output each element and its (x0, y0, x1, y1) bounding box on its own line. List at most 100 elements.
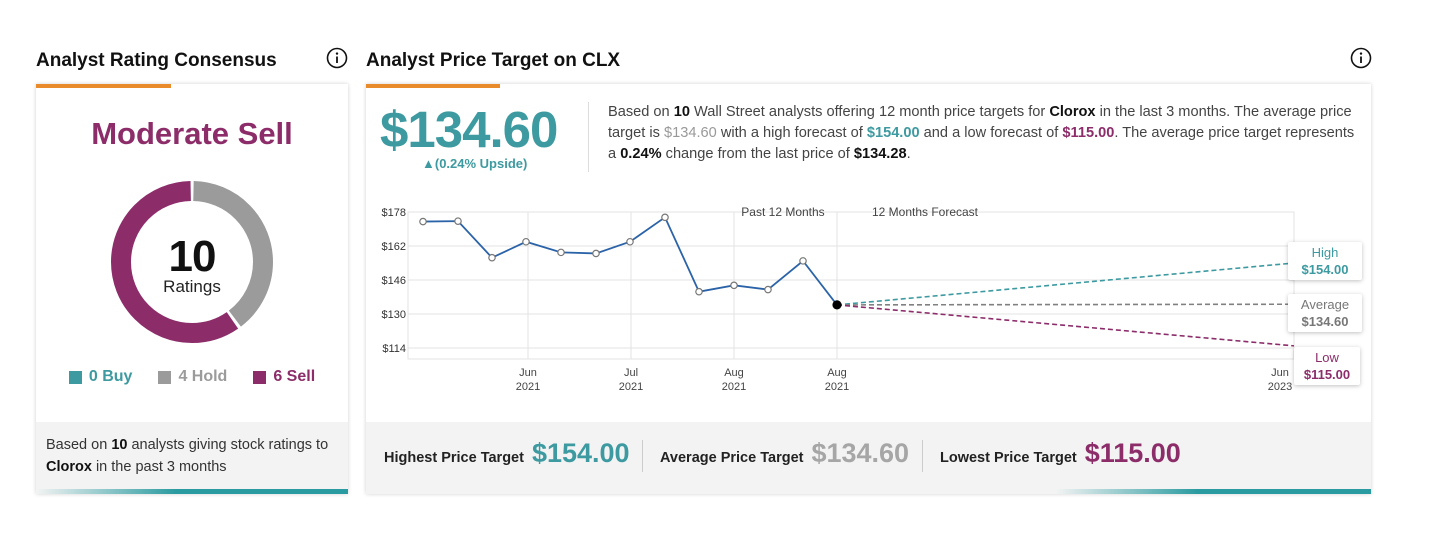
divider (922, 440, 923, 472)
price-point (557, 248, 565, 257)
desc-text: and a low forecast of (923, 125, 1059, 141)
x-tick-year: 2021 (516, 381, 540, 393)
past-period-label: Past 12 Months (741, 205, 824, 219)
x-tick-year: 2021 (619, 381, 643, 393)
high-callout: High $154.00 (1288, 242, 1362, 280)
price-point (764, 285, 772, 294)
highest-target-value: $154.00 (531, 438, 630, 468)
legend-hold-label: 4 Hold (178, 368, 228, 385)
desc-text: . (906, 146, 911, 162)
average-callout-value: $134.60 (1301, 314, 1349, 329)
forecast-line-high (836, 262, 1295, 306)
price-point (419, 217, 427, 226)
x-tick-year: 2021 (722, 381, 746, 393)
price-point (592, 249, 600, 258)
desc-low: $115.00 (1062, 125, 1115, 141)
y-tick-label: $162 (382, 241, 406, 253)
price-point (799, 257, 807, 265)
price-target-title: Analyst Price Target on CLX (366, 50, 621, 71)
desc-text: . The average price target represents a (608, 125, 1355, 162)
ratings-label: Ratings (163, 277, 221, 296)
highest-target: Highest Price Target $154.00 (384, 438, 630, 469)
upside-indicator: ▲(0.24% Upside) (422, 156, 528, 171)
info-icon[interactable] (1350, 47, 1372, 69)
desc-text: Based on (608, 104, 670, 120)
forecast-period-label: 12 Months Forecast (872, 205, 979, 219)
foot-text: analysts giving stock ratings to (131, 437, 329, 453)
consensus-title: Analyst Rating Consensus (36, 50, 277, 71)
consensus-footnote: Based on 10 analysts giving stock rating… (36, 422, 348, 494)
desc-text: Wall Street analysts offering 12 month p… (694, 104, 1046, 120)
foot-company: Clorox (46, 459, 92, 475)
x-tick-month: Jun (519, 367, 537, 379)
lowest-target: Lowest Price Target $115.00 (940, 438, 1181, 469)
divider (642, 440, 643, 472)
info-icon[interactable] (326, 47, 348, 69)
y-tick-label: $130 (382, 309, 406, 321)
price-point (488, 253, 496, 262)
legend-buy-label: 0 Buy (88, 368, 133, 385)
high-callout-label: High (1311, 245, 1339, 260)
donut-segment-sell (111, 181, 273, 343)
divider (588, 102, 589, 172)
desc-company: Clorox (1049, 104, 1096, 120)
y-tick-label: $178 (382, 207, 406, 219)
price-line (422, 215, 838, 306)
legend-sell-label: 6 Sell (273, 368, 316, 385)
current-price-point (832, 300, 842, 310)
desc-text: in the last 3 months. The average price … (608, 104, 1352, 141)
price-target-card: $134.60 ▲(0.24% Upside) Based on 10 Wall… (366, 84, 1371, 494)
desc-change: 0.24% (620, 146, 662, 162)
active-tab-indicator (36, 84, 171, 88)
average-target-label: Average Price Target (660, 450, 804, 466)
x-tick-month: Jun (1271, 367, 1289, 379)
x-tick-year: 2023 (1268, 381, 1292, 393)
highest-target-label: Highest Price Target (384, 450, 524, 466)
ratings-donut (111, 181, 273, 343)
average-callout-label: Average (1300, 297, 1350, 312)
legend-buy: 0 Buy (68, 368, 133, 386)
x-tick-year: 2021 (825, 381, 849, 393)
donut-segment-hold (111, 181, 273, 343)
footer-accent-line (1056, 489, 1371, 494)
legend-hold: 4 Hold (158, 368, 227, 386)
average-callout: Average $134.60 (1288, 294, 1362, 332)
desc-analyst-count: 10 (673, 104, 690, 120)
consensus-card: Moderate Sell 10 Ratings 0 Buy 4 Hold 6 … (36, 84, 348, 494)
hold-swatch (158, 370, 172, 384)
price-target-description: Based on 10 Wall Street analysts offerin… (608, 102, 1358, 165)
forecast-line-low (836, 304, 1295, 347)
ratings-total: 10 (168, 232, 217, 281)
high-callout-value: $154.00 (1301, 262, 1349, 277)
desc-text: change from the last price of (665, 146, 850, 162)
desc-high: $154.00 (866, 125, 920, 141)
low-callout: Low $115.00 (1294, 347, 1360, 385)
desc-last-price: $134.28 (853, 146, 907, 162)
forecast-line-average (836, 303, 1295, 306)
lowest-target-label: Lowest Price Target (940, 450, 1077, 466)
active-tab-indicator (366, 84, 500, 88)
low-callout-label: Low (1315, 350, 1339, 365)
x-tick-month: Jul (624, 367, 638, 379)
low-callout-value: $115.00 (1303, 367, 1351, 382)
ratings-legend: 0 Buy 4 Hold 6 Sell (36, 368, 348, 386)
footer-accent-line (36, 489, 348, 494)
sell-swatch (253, 370, 267, 384)
price-point (695, 287, 703, 296)
lowest-target-value: $115.00 (1084, 438, 1181, 468)
foot-text: Based on (46, 437, 108, 453)
price-point (522, 237, 530, 246)
legend-sell: 6 Sell (253, 368, 315, 386)
price-point (454, 217, 462, 225)
average-target-value: $134.60 (811, 438, 910, 468)
plot-frame (407, 211, 1295, 360)
buy-swatch (68, 370, 82, 384)
foot-text: in the past 3 months (95, 459, 227, 475)
price-point (626, 237, 634, 246)
desc-average: $134.60 (663, 125, 717, 141)
price-point (661, 213, 669, 222)
foot-analyst-count: 10 (111, 437, 128, 453)
price-point (730, 281, 738, 290)
x-tick-month: Aug (724, 367, 744, 379)
consensus-rating: Moderate Sell (91, 116, 293, 151)
